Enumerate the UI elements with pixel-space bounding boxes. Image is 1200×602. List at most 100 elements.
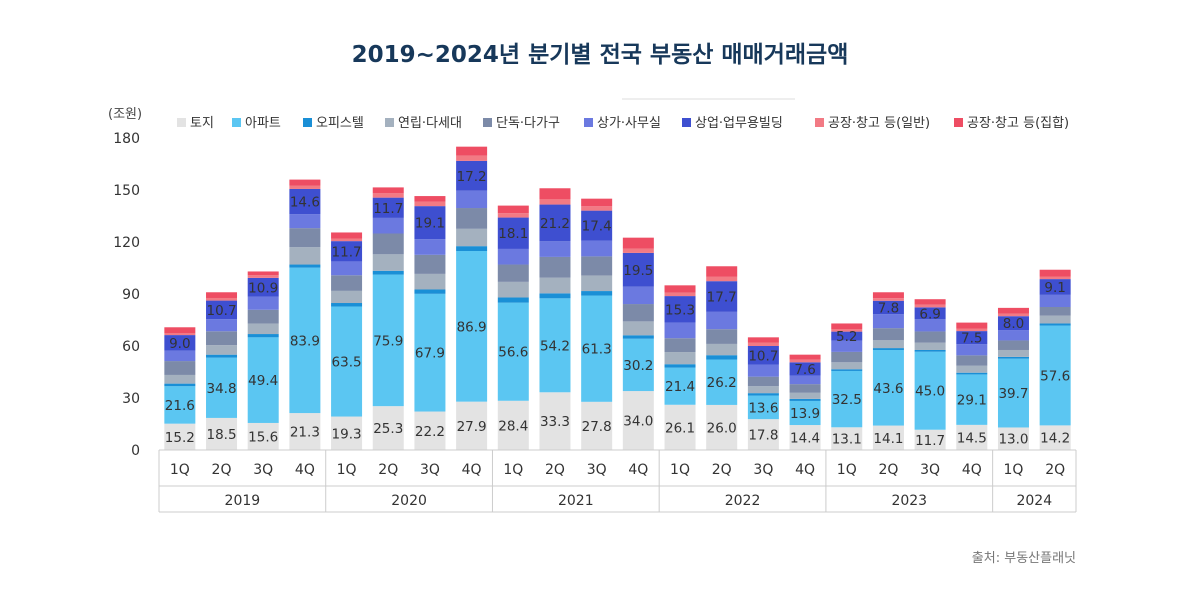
bar-segment (872, 349, 904, 426)
bar-segment (706, 311, 738, 330)
legend-item-label: 아파트 (245, 116, 281, 131)
data-label: 14.1 (873, 431, 903, 447)
bar-segment (289, 185, 321, 189)
bar-segment (456, 228, 488, 247)
bar-segment (289, 188, 321, 215)
data-label: 49.4 (248, 373, 278, 389)
bar-segment (247, 422, 279, 450)
bar-segment (622, 338, 654, 392)
bar-segment (831, 362, 863, 370)
bar-segment (206, 300, 238, 320)
legend-swatch (682, 118, 691, 127)
data-label: 13.0 (998, 432, 1028, 448)
bar-segment (997, 427, 1029, 450)
bar-segment (497, 281, 529, 298)
bar-segment (956, 344, 988, 356)
quarter-tick-label: 2Q (212, 462, 232, 478)
bar-segment (872, 314, 904, 329)
bar-segment (581, 256, 613, 276)
bar-segment (414, 273, 446, 290)
bar-segment (622, 248, 654, 253)
data-label: 19.1 (415, 216, 445, 232)
bar-segment (706, 355, 738, 360)
data-label: 18.5 (206, 427, 236, 443)
legend-item-label: 단독·다가구 (496, 116, 560, 131)
data-label: 9.1 (1044, 280, 1065, 296)
bar-segment (497, 217, 529, 249)
quarter-tick-label: 3Q (920, 462, 940, 478)
data-label: 22.2 (415, 424, 445, 440)
bar-segment (956, 331, 988, 345)
bar-segment (831, 331, 863, 341)
bar-segment (414, 254, 446, 274)
bar-segment (289, 247, 321, 265)
bar-segment (706, 266, 738, 277)
legend: 토지 아파트 오피스텔 연립·다세대 단독·다가구 상가·사무실 상업·업무용빌딩 공장·창고… (177, 116, 1069, 131)
bar-segment (747, 364, 779, 377)
data-label: 34.0 (623, 414, 653, 430)
bar-segment (789, 359, 821, 363)
bar-segment (497, 248, 529, 265)
bar-segment (706, 359, 738, 405)
data-label: 43.6 (873, 381, 903, 397)
bar-segment (372, 274, 404, 407)
quarter-tick-label: 3Q (587, 462, 607, 478)
data-label: 13.1 (832, 432, 862, 448)
bar-segment (831, 329, 863, 332)
bar-segment (1039, 315, 1071, 324)
bar-segment (581, 295, 613, 402)
legend-swatch (385, 118, 394, 127)
bar-segment (206, 417, 238, 450)
data-label: 61.3 (582, 342, 612, 358)
bar-segment (1039, 307, 1071, 316)
data-label: 9.0 (169, 336, 190, 352)
bar-segment (206, 319, 238, 332)
bar-segment (331, 261, 363, 276)
year-label: 2024 (1016, 493, 1052, 509)
bar-segment (331, 275, 363, 291)
data-label: 17.2 (457, 169, 487, 185)
bars (164, 146, 1071, 450)
bar-segment (664, 352, 696, 365)
bar-segment (164, 335, 196, 351)
quarter-tick-label: 4Q (295, 462, 315, 478)
quarter-tick-label: 3Q (753, 462, 773, 478)
bar-segment (997, 349, 1029, 357)
bar-segment (331, 238, 363, 242)
bar-segment (747, 342, 779, 346)
bar-segment (289, 264, 321, 268)
data-label: 67.9 (415, 346, 445, 362)
bar-segment (164, 361, 196, 375)
quarter-tick-label: 4Q (462, 462, 482, 478)
bar-segment (831, 340, 863, 352)
legend-swatch (177, 118, 186, 127)
data-label: 17.7 (707, 290, 737, 306)
bar-segment (914, 342, 946, 350)
data-label: 6.9 (919, 306, 940, 322)
bar-segment (372, 270, 404, 275)
data-label: 14.6 (290, 195, 320, 211)
bar-segment (747, 395, 779, 420)
bar-segment (456, 190, 488, 209)
chart-title: 2019~2024년 분기별 전국 부동산 매매거래금액 (352, 42, 849, 68)
bar-segment (997, 330, 1029, 341)
data-label: 21.2 (540, 216, 570, 232)
bar-segment (247, 271, 279, 276)
data-label: 13.6 (748, 400, 778, 416)
bar-segment (956, 322, 988, 329)
bar-segment (331, 290, 363, 304)
data-label: 26.0 (707, 420, 737, 436)
data-label: 14.5 (957, 430, 987, 446)
bar-segment (247, 337, 279, 423)
legend-item-label: 상가·사무실 (597, 116, 661, 131)
bar-segment (747, 346, 779, 365)
bar-segment (539, 241, 571, 257)
y-tick-label: 60 (122, 339, 140, 355)
bar-segment (497, 400, 529, 450)
bar-segment (831, 323, 863, 330)
bar-segment (581, 275, 613, 292)
bar-segment (831, 370, 863, 428)
bar-segment (956, 372, 988, 375)
bar-segment (706, 276, 738, 282)
legend-swatch (815, 118, 824, 127)
